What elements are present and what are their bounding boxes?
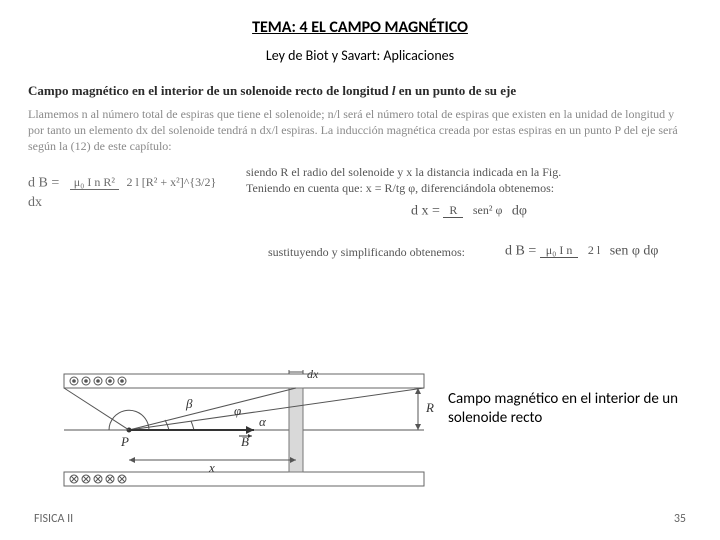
eq-dx-tail: dφ: [512, 204, 527, 219]
eq-dx-num: R: [443, 203, 463, 218]
eq-lhs: d B =: [28, 176, 66, 191]
paragraph-1: Llamemos n al número total de espiras qu…: [28, 106, 692, 155]
heading-prefix: Campo magnético en el interior de un sol…: [28, 83, 392, 98]
footer-course: FISICA II: [34, 512, 73, 526]
label-phi: φ: [234, 403, 241, 418]
eq-db-lhs: d B =: [505, 244, 540, 259]
eq-db-tail: sen φ dφ: [610, 244, 659, 259]
label-x: x: [208, 460, 215, 475]
equation-dB-full: d B = μ₀ I n R² 2 l [R² + x²]^{3/2} dx: [28, 164, 228, 212]
equation-dB-simplified: d B = μ₀ I n 2 l sen φ dφ: [505, 242, 659, 262]
equation-explain: siendo R el radio del solenoide y x la d…: [246, 164, 692, 228]
page-subtitle: Ley de Biot y Savart: Aplicaciones: [0, 37, 720, 64]
page-title: TEMA: 4 EL CAMPO MAGNÉTICO: [0, 0, 720, 37]
label-R: R: [425, 400, 434, 415]
equation-row-1: d B = μ₀ I n R² 2 l [R² + x²]^{3/2} dx s…: [28, 164, 692, 228]
eq-numerator: μ₀ I n R²: [70, 175, 119, 190]
section-heading: Campo magnético en el interior de un sol…: [28, 82, 692, 100]
eq-tail: dx: [28, 195, 42, 210]
explain-line-2: Teniendo en cuenta que: x = R/tg φ, dife…: [246, 180, 692, 196]
textbook-excerpt: Campo magnético en el interior de un sol…: [28, 82, 692, 268]
label-dx: dx: [307, 370, 319, 381]
eq-db-den: 2 l: [582, 243, 606, 257]
fraction-icon: R sen² φ: [443, 202, 508, 221]
footer-page-number: 35: [674, 512, 686, 526]
simplify-text: sustituyendo y simplificando obtenemos:: [268, 244, 465, 260]
eq-db-num: μ₀ I n: [540, 243, 579, 258]
label-beta: β: [185, 396, 193, 411]
explain-line-1: siendo R el radio del solenoide y x la d…: [246, 164, 692, 180]
eq-denominator: 2 l [R² + x²]^{3/2}: [122, 175, 220, 189]
equation-dx: d x = R sen² φ dφ: [246, 202, 692, 222]
label-P: P: [120, 434, 129, 449]
equation-row-2: sustituyendo y simplificando obtenemos: …: [28, 236, 692, 268]
label-alpha: α: [259, 414, 267, 429]
diagram-caption: Campo magnético en el interior de un sol…: [448, 390, 688, 428]
fraction-icon: μ₀ I n 2 l: [540, 242, 606, 261]
eq-dx-den: sen² φ: [467, 203, 509, 217]
heading-suffix: en un punto de su eje: [396, 83, 517, 98]
solenoid-diagram: β φ α P B x dx R: [34, 370, 434, 490]
fraction-icon: μ₀ I n R² 2 l [R² + x²]^{3/2}: [70, 174, 221, 193]
eq-dx-lhs: d x =: [411, 204, 443, 219]
